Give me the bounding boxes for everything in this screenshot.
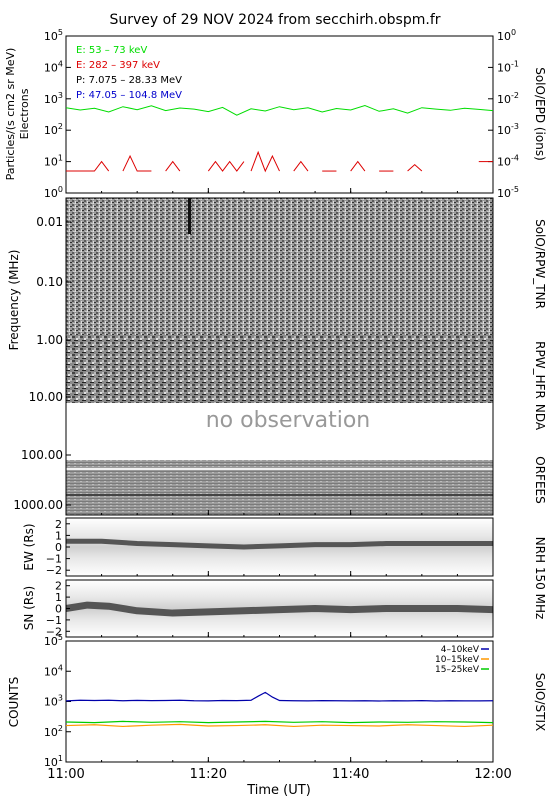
nrh-sn-y-tick-label: −2 [46, 625, 62, 638]
nrh-ew-y-tick-label: 0 [55, 541, 62, 554]
radio-y-tick-label: 0.10 [36, 275, 63, 289]
epd-y-tick-label-right: 10-2 [497, 91, 519, 106]
rpw-hfr-spectrogram [66, 335, 493, 403]
radio-y-ticks: 0.01 0.10 1.00 10.00 100.00 1000.00 [13, 215, 71, 512]
epd-y-tick-label: 103 [44, 91, 63, 106]
epd-y-tick-label: 105 [44, 28, 63, 43]
stix-right-label: SolO/STIX [533, 673, 547, 732]
epd-series-electrons-high [207, 160, 245, 172]
nrh-ew-y-label: EW (Rs) [22, 523, 36, 570]
nrh-sn-y-ticks: 210−1−2 [46, 580, 70, 638]
epd-y-ticks: 100 101 102 103 104 105 [44, 28, 71, 200]
nda-label: NDA [533, 404, 547, 431]
epd-y-tick-label: 100 [44, 185, 63, 200]
stix-y-ticks: 101 102 103 104 105 [44, 633, 71, 769]
nrh-sn-y-tick-label: 2 [55, 580, 62, 593]
nrh-sn-y-tick-label: 0 [55, 603, 62, 616]
nrh-ew-y-tick-label: 1 [55, 529, 62, 542]
epd-y-tick-label-right: 10-1 [497, 59, 519, 74]
x-tick-label: 11:40 [332, 767, 369, 782]
epd-series-electrons-high [350, 160, 366, 172]
x-axis-ticks: 11:00 11:20 11:40 12:00 [47, 188, 512, 782]
stix-series-0 [65, 691, 494, 702]
rpw-tnr-label: SolO/RPW_TNR [533, 219, 547, 309]
rpw-tnr-spectrogram [66, 198, 493, 335]
epd-series-electrons-high [250, 150, 280, 173]
radio-y-tick-label: 0.01 [36, 215, 63, 229]
x-tick-label: 12:00 [474, 767, 511, 782]
nrh-ew-panel: 210−1−2 EW (Rs) [22, 517, 494, 577]
orfees-white-line [66, 468, 493, 470]
nda-band [66, 403, 493, 460]
epd-y-tick-label-right: 10-3 [497, 122, 519, 137]
stix-y-tick-label: 104 [44, 663, 63, 678]
x-tick-label: 11:00 [47, 767, 84, 782]
epd-legend-entry: P: 47.05 – 104.8 MeV [76, 90, 182, 101]
radio-panel: no observation 0.01 0.10 1.00 10.00 100.00 10… [7, 197, 547, 516]
epd-series-electrons-low [65, 105, 494, 116]
epd-y-tick-label: 104 [44, 59, 63, 74]
epd-series-group [65, 105, 494, 173]
stix-legend-entry: 10–15keV [435, 655, 480, 665]
stix-y-tick-label: 103 [44, 694, 63, 709]
nrh-ew-y-tick-label: −1 [46, 553, 62, 566]
stix-y-tick-label: 102 [44, 724, 63, 739]
orfees-label: ORFEES [533, 456, 547, 503]
stix-y-tick-label: 101 [44, 754, 63, 769]
radio-y-tick-label: 1.00 [36, 333, 63, 347]
epd-y-ticks-right: 10-5 10-4 10-3 10-2 10-1 100 [488, 28, 519, 200]
nrh-sn-y-tick-label: −1 [46, 614, 62, 627]
epd-series-electrons-high [122, 154, 152, 172]
epd-y-label: Particles/(s cm2 sr MeV) [4, 48, 17, 181]
epd-y-tick-label-right: 100 [497, 28, 516, 43]
nrh-label: NRH 150 MHz [533, 537, 547, 620]
epd-y-tick-label-right: 10-4 [497, 154, 519, 169]
stix-series-group [65, 691, 494, 728]
nrh-ew-y-tick-label: 2 [55, 518, 62, 531]
burst-streak [188, 198, 191, 234]
epd-right-label: SolO/EPD (ions) [533, 67, 547, 161]
stix-legend-entry: 4–10keV [441, 645, 480, 655]
nrh-ew-ridge [66, 538, 493, 550]
radio-y-tick-label: 100.00 [21, 448, 63, 462]
epd-y-tick-label: 101 [44, 154, 63, 169]
epd-legend-entry: E: 53 – 73 keV [76, 45, 147, 56]
x-axis-label: Time (UT) [246, 783, 311, 798]
stix-y-tick-label: 105 [44, 633, 63, 648]
x-tick-label: 11:20 [190, 767, 227, 782]
nrh-ew-y-ticks: 210−1−2 [46, 518, 70, 577]
nrh-sn-y-tick-label: 1 [55, 591, 62, 604]
stix-legend-entry: 15–25keV [435, 665, 480, 675]
nrh-sn-panel: 210−1−2 SN (Rs) NRH 150 MHz [22, 537, 547, 639]
nrh-sn-ridge [65, 601, 494, 617]
epd-legend-entry: E: 282 – 397 keV [76, 60, 160, 71]
radio-y-tick-label: 10.00 [29, 390, 63, 404]
epd-series-electrons-high [293, 160, 309, 172]
stix-y-label: COUNTS [7, 677, 21, 728]
orfees-dark-line [66, 494, 493, 496]
epd-series-electrons-high [165, 160, 181, 172]
no-observation-annotation: no observation [206, 408, 371, 433]
radio-y-tick-label: 1000.00 [13, 498, 63, 512]
figure-title: Survey of 29 NOV 2024 from secchirh.obsp… [109, 12, 440, 28]
radio-y-label: Frequency (MHz) [7, 250, 21, 351]
rpw-hfr-label: RPW_HFR [533, 341, 547, 399]
epd-series-electrons-high [407, 163, 423, 172]
epd-legend-entry: P: 7.075 – 28.33 MeV [76, 75, 182, 86]
epd-legend: E: 53 – 73 keV E: 282 – 397 keV P: 7.075 –… [76, 45, 182, 101]
epd-y-tick-label: 102 [44, 122, 63, 137]
epd-y-label-electrons: Electrons [18, 88, 31, 139]
epd-series-electrons-high [66, 160, 110, 172]
stix-series-2 [65, 720, 494, 724]
stix-series-1 [65, 723, 494, 728]
epd-y-tick-label-right: 10-5 [497, 185, 519, 200]
nrh-sn-y-label: SN (Rs) [22, 586, 36, 630]
nrh-ew-y-tick-label: −2 [46, 564, 62, 577]
